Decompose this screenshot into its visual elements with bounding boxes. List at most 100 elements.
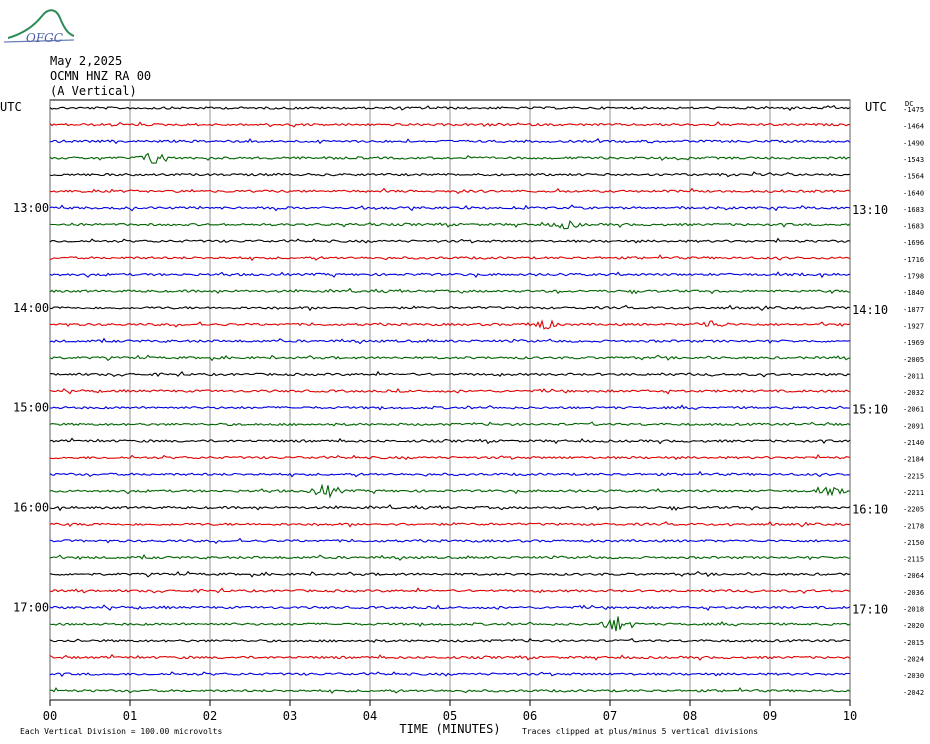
- dc-offset-label: -1716: [903, 256, 924, 264]
- left-hour-label: 16:00: [13, 501, 49, 515]
- dc-offset-label: -2215: [903, 472, 924, 480]
- grid-lines: [49, 99, 851, 706]
- dc-offset-label: -2115: [903, 556, 924, 564]
- trace-line: [49, 504, 851, 512]
- trace-line: [49, 570, 851, 578]
- dc-offset-label: -2005: [903, 356, 924, 364]
- trace-line: [49, 520, 851, 528]
- trace-line: [49, 387, 851, 395]
- x-tick-label: 10: [843, 709, 857, 723]
- dc-offset-label: -2042: [903, 689, 924, 697]
- trace-line: [49, 616, 851, 632]
- x-tick-label: 09: [763, 709, 777, 723]
- right-hour-label: 13:10: [852, 203, 888, 217]
- trace-line: [49, 604, 851, 612]
- ofgc-logo: OFGC: [3, 9, 75, 45]
- trace-line: [49, 421, 851, 427]
- x-tick-label: 00: [43, 709, 57, 723]
- dc-offset-label: -2211: [903, 489, 924, 497]
- trace-line: [49, 437, 851, 445]
- traces: [49, 104, 851, 695]
- dc-offset-label: -1683: [903, 206, 924, 214]
- trace-line: [49, 404, 851, 411]
- dc-offset-label: -2205: [903, 506, 924, 514]
- trace-line: [49, 470, 851, 478]
- trace-line: [49, 171, 851, 178]
- x-tick-label: 01: [123, 709, 137, 723]
- dc-offset-label: -2140: [903, 439, 924, 447]
- left-hour-label: 17:00: [13, 601, 49, 615]
- dc-offset-label: -2020: [903, 622, 924, 630]
- trace-line: [49, 121, 850, 128]
- right-hour-label: 15:10: [852, 403, 888, 417]
- x-tick-label: 02: [203, 709, 217, 723]
- dc-offset-label: -2030: [903, 672, 924, 680]
- x-tick-label: 04: [363, 709, 377, 723]
- dc-offset-label: -2036: [903, 589, 924, 597]
- dc-offset-label: -2024: [903, 655, 924, 663]
- dc-offset-label: -1543: [903, 156, 924, 164]
- x-tick-label: 05: [443, 709, 457, 723]
- dc-offset-label: -2018: [903, 606, 924, 614]
- trace-line: [49, 587, 851, 594]
- dc-offset-label: -1464: [903, 123, 924, 131]
- trace-line: [49, 637, 851, 643]
- trace-line: [49, 687, 851, 695]
- left-axis-label: UTC: [0, 100, 22, 114]
- trace-line: [49, 187, 851, 195]
- footer-scale-note: Each Vertical Division = 100.00 microvol…: [20, 727, 222, 736]
- header-date: May 2,2025: [50, 54, 123, 68]
- trace-line: [49, 304, 851, 312]
- left-hour-label: 13:00: [13, 201, 49, 215]
- dc-offset-label: -1475: [903, 106, 924, 114]
- dc-offset-label: -2184: [903, 456, 924, 464]
- dc-offset-label: -1969: [903, 339, 924, 347]
- trace-line: [49, 354, 851, 362]
- footer-clip-note: Traces clipped at plus/minus 5 vertical …: [522, 727, 758, 736]
- logo-swoosh-icon: [7, 9, 75, 39]
- dc-offset-label: -1927: [903, 322, 924, 330]
- x-tick-label: 03: [283, 709, 297, 723]
- dc-offset-label: -2015: [903, 639, 924, 647]
- dc-offset-label: -1696: [903, 239, 924, 247]
- dc-offset-label: -1798: [903, 273, 924, 281]
- dc-offset-label: -2011: [903, 372, 924, 380]
- right-hour-label: 17:10: [852, 603, 888, 617]
- dc-offset-label: -1490: [903, 139, 924, 147]
- trace-line: [49, 337, 851, 345]
- trace-line: [49, 454, 851, 461]
- trace-line: [49, 537, 851, 544]
- trace-line: [49, 287, 851, 295]
- x-axis-title: TIME (MINUTES): [399, 722, 500, 736]
- trace-line: [49, 319, 851, 330]
- trace-line: [49, 152, 851, 164]
- trace-line: [49, 554, 851, 561]
- dc-offset-label: -1640: [903, 189, 924, 197]
- left-hour-label: 15:00: [13, 401, 49, 415]
- x-tick-label: 08: [683, 709, 697, 723]
- dc-offset-label: -2032: [903, 389, 924, 397]
- dc-offset-label: -1840: [903, 289, 924, 297]
- x-tick-label: 06: [523, 709, 537, 723]
- right-hour-label: 14:10: [852, 303, 888, 317]
- dc-offset-label: -2091: [903, 422, 924, 430]
- dc-offset-label: -2178: [903, 522, 924, 530]
- dc-offset-label: -1877: [903, 306, 924, 314]
- x-tick-label: 07: [603, 709, 617, 723]
- dc-offset-label: -2064: [903, 572, 924, 580]
- trace-line: [49, 204, 851, 212]
- trace-line: [49, 237, 851, 244]
- header-station: OCMN HNZ RA 00: [50, 69, 152, 83]
- logo-text: OFGC: [26, 31, 63, 45]
- trace-line: [49, 671, 850, 678]
- trace-line: [49, 271, 851, 279]
- trace-line: [49, 483, 851, 499]
- right-hour-label: 16:10: [852, 503, 888, 517]
- left-hour-label: 14:00: [13, 301, 49, 315]
- dc-offset-label: -1564: [903, 173, 924, 181]
- dc-offset-label: -2150: [903, 539, 924, 547]
- trace-line: [49, 254, 851, 262]
- dc-offset-label: -2061: [903, 406, 924, 414]
- trace-line: [49, 370, 851, 378]
